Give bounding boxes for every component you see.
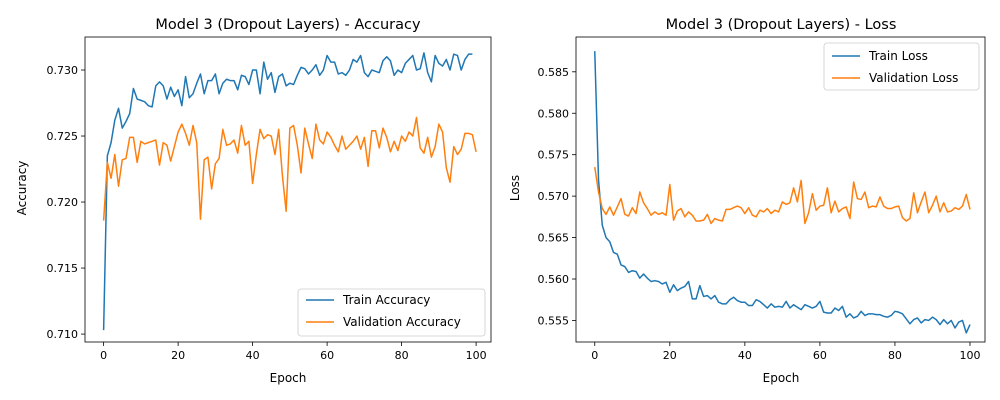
loss-x-tick-label: 40 (738, 349, 752, 362)
accuracy-legend-box (297, 288, 486, 337)
accuracy-x-tick-label: 80 (395, 349, 409, 362)
legend-train-loss-label: Train Loss (868, 49, 928, 63)
accuracy-axes-frame (84, 36, 492, 343)
accuracy-x-tick-label: 0 (100, 349, 107, 362)
loss-y-tick-label: 0.585 (538, 66, 570, 79)
loss-y-tick-label: 0.560 (538, 273, 570, 286)
loss-y-axis-label: Loss (508, 175, 522, 201)
validation-loss-line (594, 167, 971, 225)
loss-chart-title: Model 3 (Dropout Layers) - Loss (666, 17, 897, 33)
loss-y-tick-label: 0.580 (538, 107, 570, 120)
accuracy-series-lines (102, 52, 477, 331)
loss-legend-box (823, 42, 980, 91)
legend-train-accuracy-label: Train Accuracy (342, 293, 430, 307)
loss-axes-frame (575, 36, 986, 343)
accuracy-x-tick-label: 40 (246, 349, 260, 362)
accuracy-y-tick-label: 0.715 (47, 262, 79, 275)
legend-validation-accuracy-label: Validation Accuracy (343, 315, 461, 329)
accuracy-y-tick-label: 0.725 (47, 130, 79, 143)
loss-x-axis-label: Epoch (763, 371, 800, 385)
accuracy-x-axis-label: Epoch (270, 371, 307, 385)
loss-x-tick-label: 20 (663, 349, 677, 362)
accuracy-subplot: Model 3 (Dropout Layers) - Accuracy Epoc… (15, 17, 492, 385)
loss-x-tick-label: 100 (959, 349, 980, 362)
train-accuracy-line (102, 52, 473, 331)
accuracy-legend: Train Accuracy Validation Accuracy (297, 288, 486, 337)
loss-x-tick-label: 0 (591, 349, 598, 362)
accuracy-chart-title: Model 3 (Dropout Layers) - Accuracy (155, 17, 421, 33)
legend-validation-loss-label: Validation Loss (869, 71, 958, 85)
loss-y-tick-label: 0.555 (538, 314, 570, 327)
loss-subplot: Model 3 (Dropout Layers) - Loss Epoch Lo… (508, 17, 986, 385)
loss-x-tick-label: 60 (813, 349, 827, 362)
loss-series-lines (594, 51, 971, 334)
accuracy-x-tick-label: 20 (171, 349, 185, 362)
loss-x-tick-label: 80 (888, 349, 902, 362)
accuracy-y-tick-label: 0.720 (47, 196, 79, 209)
accuracy-y-tick-label: 0.710 (47, 328, 79, 341)
accuracy-y-tick-label: 0.730 (47, 64, 79, 77)
loss-y-tick-label: 0.570 (538, 190, 570, 203)
loss-legend: Train Loss Validation Loss (823, 42, 980, 91)
accuracy-axis-ticks: 0 20 40 60 80 100 0.710 0.715 0.720 0.725 0.730 (47, 64, 487, 362)
validation-accuracy-line (102, 116, 477, 221)
train-loss-line (594, 51, 971, 334)
accuracy-x-tick-label: 100 (466, 349, 487, 362)
loss-axis-ticks: 0 20 40 60 80 100 0.555 0.560 0.565 0.570 0.575 0.5… (538, 66, 981, 362)
loss-y-tick-label: 0.575 (538, 149, 570, 162)
accuracy-x-tick-label: 60 (320, 349, 334, 362)
loss-y-tick-label: 0.565 (538, 232, 570, 245)
accuracy-y-axis-label: Accuracy (15, 161, 29, 216)
